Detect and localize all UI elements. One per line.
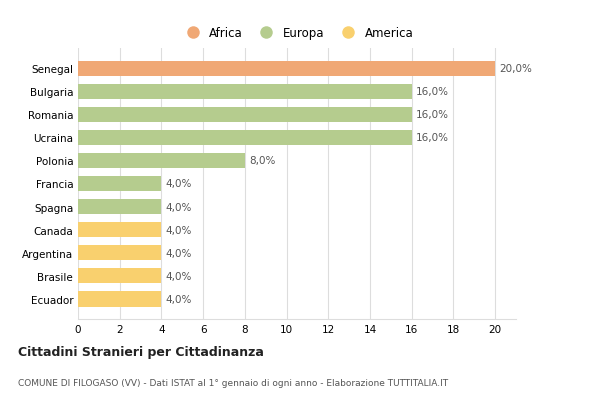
Text: 8,0%: 8,0% <box>249 156 275 166</box>
Text: 20,0%: 20,0% <box>499 64 532 74</box>
Text: 16,0%: 16,0% <box>416 133 449 143</box>
Text: 4,0%: 4,0% <box>166 179 192 189</box>
Bar <box>78 61 495 76</box>
Text: 4,0%: 4,0% <box>166 225 192 235</box>
Text: 4,0%: 4,0% <box>166 271 192 281</box>
Text: 4,0%: 4,0% <box>166 294 192 304</box>
Text: 4,0%: 4,0% <box>166 248 192 258</box>
Text: Cittadini Stranieri per Cittadinanza: Cittadini Stranieri per Cittadinanza <box>18 346 264 359</box>
Bar <box>78 84 412 99</box>
Bar <box>78 269 161 284</box>
Bar <box>78 130 412 146</box>
Text: 16,0%: 16,0% <box>416 87 449 97</box>
Text: 16,0%: 16,0% <box>416 110 449 120</box>
Bar <box>78 292 161 307</box>
Legend: Africa, Europa, America: Africa, Europa, America <box>176 22 418 45</box>
Text: 4,0%: 4,0% <box>166 202 192 212</box>
Bar <box>78 108 412 122</box>
Bar <box>78 177 161 191</box>
Bar <box>78 222 161 238</box>
Bar <box>78 246 161 261</box>
Text: COMUNE DI FILOGASO (VV) - Dati ISTAT al 1° gennaio di ogni anno - Elaborazione T: COMUNE DI FILOGASO (VV) - Dati ISTAT al … <box>18 378 448 387</box>
Bar <box>78 200 161 215</box>
Bar <box>78 153 245 169</box>
